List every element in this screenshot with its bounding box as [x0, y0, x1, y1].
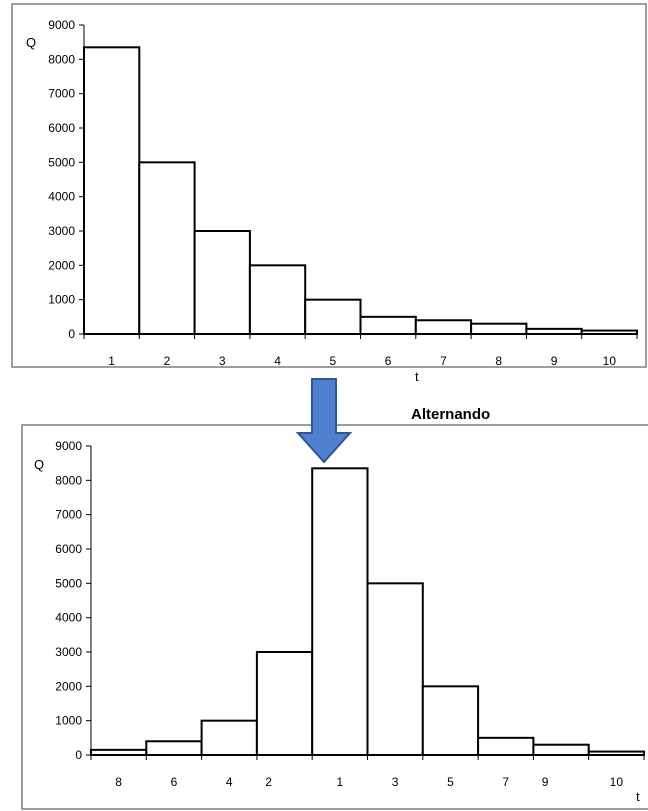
chart-1-x-tick-label: 4 — [274, 354, 281, 368]
chart-1: 0 1000 2000 3000 4000 5000 6000 7000 8000 9000 1 2 3… — [26, 18, 639, 384]
chart-1-y-tick-label: 9000 — [48, 18, 75, 32]
chart-1-x-tick-label: 6 — [385, 354, 392, 368]
chart-1-bar — [248, 264, 307, 336]
chart-1-bar — [304, 298, 362, 335]
chart-1-x-tick-label: 2 — [164, 354, 171, 368]
chart-2-caption: Alternando — [411, 406, 490, 423]
chart-2-y-tick-label: 4000 — [55, 611, 82, 625]
chart-1-y-tick-label: 3000 — [48, 224, 75, 238]
chart-1-x-tick-label: 10 — [603, 354, 617, 368]
chart-1-x-tick-label: 3 — [219, 354, 226, 368]
chart-2-x-tick-label: 5 — [447, 775, 454, 789]
chart-1-bar — [525, 327, 583, 336]
chart-2-y-tick-label: 8000 — [55, 473, 82, 487]
chart-2-x-tick-label: 9 — [542, 775, 549, 789]
chart-1-bar — [359, 315, 417, 336]
chart-2-y-tick-label: 5000 — [55, 576, 82, 590]
chart-2-y-tick-label: 0 — [75, 748, 82, 762]
chart-2-bar — [477, 736, 535, 756]
chart-1-x-tick-label: 8 — [495, 354, 502, 368]
chart-2-x-tick-label: 3 — [392, 775, 399, 789]
chart-2-x-tick-label: 2 — [265, 775, 272, 789]
chart-2-y-tick-label: 1000 — [55, 714, 82, 728]
down-arrow-icon — [295, 378, 353, 464]
chart-2-x-tick-label: 4 — [226, 775, 233, 789]
chart-1-bar — [138, 161, 196, 335]
chart-2-x-tick-label: 7 — [502, 775, 509, 789]
chart-1-y-tick-label: 7000 — [48, 87, 75, 101]
chart-2-x-tick-label: 6 — [171, 775, 178, 789]
chart-2-x-axis-title: t — [636, 789, 640, 804]
chart-2-bar — [532, 743, 590, 757]
chart-1-x-axis-title: t — [415, 369, 419, 384]
chart-2-y-tick-label: 2000 — [55, 679, 82, 693]
chart-2-y-tick-label: 7000 — [55, 508, 82, 522]
chart-1-y-tick-label: 1000 — [48, 293, 75, 307]
chart-1-y-tick-label: 0 — [68, 327, 75, 341]
chart-2-bar — [366, 582, 424, 756]
chart-2-bar — [311, 467, 369, 756]
chart-1-x-tick-label: 9 — [551, 354, 558, 368]
chart-1-x-tick-label: 7 — [440, 354, 447, 368]
chart-2-y-tick-label: 3000 — [55, 645, 82, 659]
chart-2-bar — [200, 719, 258, 757]
chart-2: 0 1000 2000 3000 4000 5000 6000 7000 8000 9000 8 6 4… — [34, 439, 646, 804]
chart-1-x-tick-label: 1 — [108, 354, 115, 368]
chart-2-bar — [90, 748, 148, 756]
chart-1-y-tick-label: 8000 — [48, 52, 75, 66]
chart-2-x-tick-label: 8 — [115, 775, 122, 789]
chart-2-bar — [145, 740, 203, 756]
chart-1-y-tick-label: 5000 — [48, 155, 75, 169]
chart-2-x-tick-label: 10 — [610, 775, 624, 789]
chart-1-y-tick-label: 2000 — [48, 258, 75, 272]
chart-1-bar — [193, 230, 251, 335]
chart-1-y-tick-label: 4000 — [48, 190, 75, 204]
chart-2-y-tick-label: 9000 — [55, 439, 82, 453]
chart-1-bar — [83, 46, 141, 335]
chart-2-bar — [421, 685, 480, 756]
chart-2-bar — [255, 651, 314, 756]
chart-1-y-axis-title: Q — [26, 35, 36, 50]
chart-1-bar — [414, 319, 473, 335]
chart-1-bar — [470, 322, 528, 336]
chart-2-x-tick-label: 1 — [337, 775, 344, 789]
chart-1-x-tick-label: 5 — [330, 354, 337, 368]
chart-2-y-tick-label: 6000 — [55, 542, 82, 556]
chart-2-y-axis-title: Q — [34, 457, 44, 472]
chart-1-y-tick-label: 6000 — [48, 121, 75, 135]
